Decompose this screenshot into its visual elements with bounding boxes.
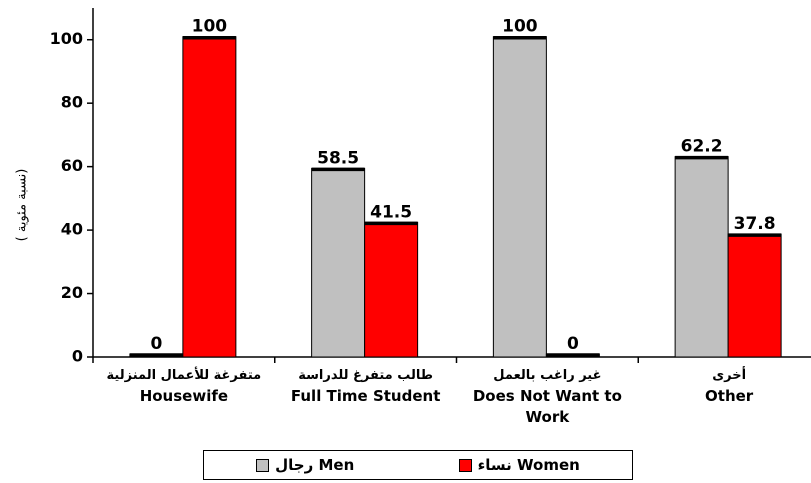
bar [727, 233, 782, 358]
x-tick-label: غير راغب بالعمل Does Not Want to Work [457, 365, 637, 428]
value-label: 58.5 [317, 148, 359, 168]
value-label: 100 [502, 17, 538, 37]
x-tick-label: أخرى Other [639, 365, 811, 407]
y-tick-label: 100 [50, 29, 83, 48]
x-tick-label: متفرغة للأعمال المنزلية Housewife [94, 365, 274, 407]
x-tick-label-english: Does Not Want to Work [472, 387, 622, 426]
x-tick-label-english: Full Time Student [290, 387, 441, 405]
bar [492, 36, 547, 358]
legend-swatch [256, 458, 270, 472]
x-tick-label-arabic: طالب متفرغ للدراسة [298, 368, 434, 383]
value-label: 41.5 [370, 202, 412, 222]
y-tick-label: 60 [61, 156, 83, 175]
y-tick-label: 0 [72, 347, 83, 366]
legend: رجال Men نساء Women [203, 450, 633, 480]
y-tick-label: 40 [61, 220, 83, 239]
bar [311, 167, 366, 358]
value-label: 0 [567, 334, 579, 354]
x-tick-label-arabic: أخرى [712, 368, 747, 383]
x-tick-label: طالب متفرغ للدراسة Full Time Student [276, 365, 456, 407]
y-tick-label: 80 [61, 93, 83, 112]
legend-item: رجال Men [256, 456, 354, 474]
x-tick-label-arabic: متفرغة للأعمال المنزلية [106, 368, 262, 383]
bar [674, 156, 729, 358]
legend-swatch [458, 458, 472, 472]
bar [182, 36, 237, 358]
x-tick-label-arabic: غير راغب بالعمل [493, 368, 602, 383]
y-tick-label: 20 [61, 283, 83, 302]
x-tick-label-english: Housewife [139, 387, 229, 405]
legend-label: نساء Women [477, 456, 580, 474]
bar [364, 221, 419, 358]
value-label: 0 [150, 334, 162, 354]
legend-item: نساء Women [458, 456, 580, 474]
value-label: 62.2 [681, 137, 723, 157]
value-label: 37.8 [734, 214, 776, 234]
x-tick-label-english: Other [705, 387, 754, 405]
legend-label: رجال Men [275, 456, 355, 474]
y-axis-label: ( نسبة مئوية) [15, 169, 30, 242]
value-label: 100 [192, 17, 228, 37]
